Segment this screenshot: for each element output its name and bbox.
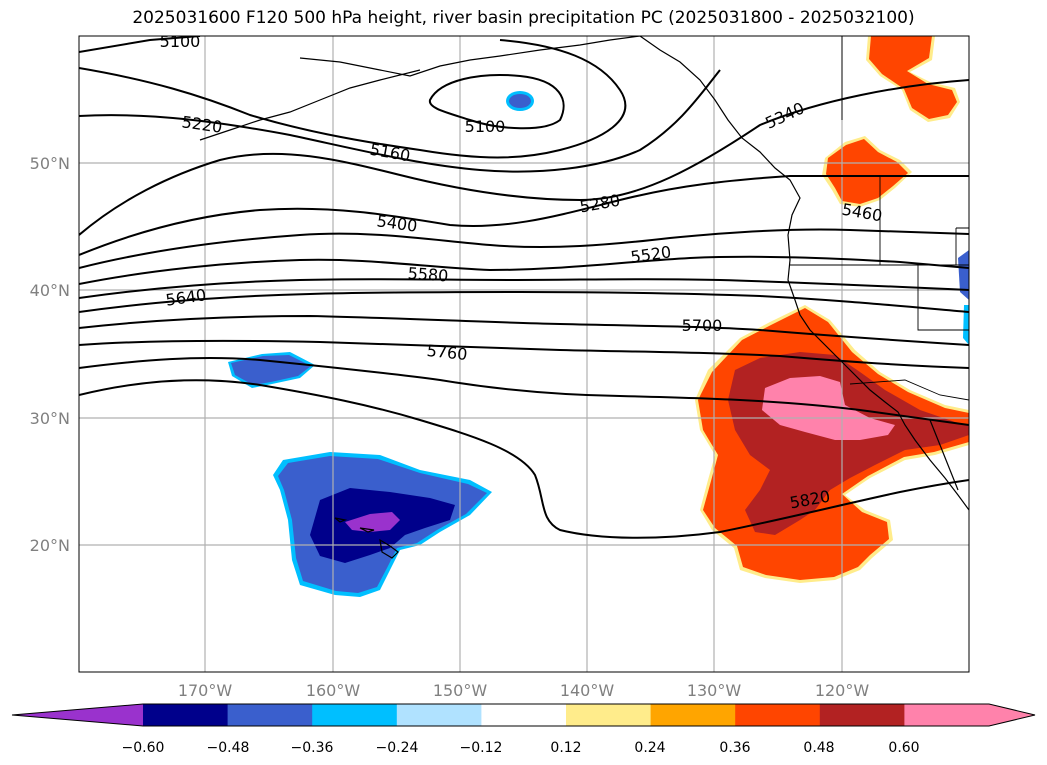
negative-anomaly-east-edge (958, 250, 969, 345)
colorbar-tick: −0.60 (122, 740, 165, 756)
contour-label: 5100 (160, 32, 201, 51)
colorbar-segment (819, 704, 905, 726)
lat-label: 30°N (30, 409, 70, 428)
colorbar-tick: −0.48 (207, 740, 250, 756)
colorbar-tick: 0.24 (634, 740, 665, 756)
colorbar-segment (143, 704, 229, 726)
colorbar-tick: −0.24 (376, 740, 419, 756)
positive-anomaly-california (695, 305, 969, 583)
lon-label: 150°W (433, 681, 488, 700)
colorbar-tick: 0.36 (719, 740, 750, 756)
colorbar-extend-high (989, 704, 1035, 726)
lat-label: 40°N (30, 281, 70, 300)
colorbar-extend-low (12, 704, 143, 726)
colorbar-segment (481, 704, 567, 726)
contour-label: 5580 (407, 264, 449, 286)
contour-label: 5700 (682, 316, 723, 335)
colorbar-tick: 0.12 (550, 740, 581, 756)
height-contours (79, 36, 969, 539)
colorbar-tick: −0.12 (460, 740, 503, 756)
positive-anomaly-canada (866, 36, 960, 122)
colorbar-segment (312, 704, 398, 726)
longitude-labels: 170°W 160°W 150°W 140°W 130°W 120°W (178, 681, 870, 700)
colorbar (11, 703, 1036, 727)
latitude-labels: 50°N 40°N 30°N 20°N (30, 154, 70, 555)
plot-border (78, 35, 970, 673)
lon-label: 170°W (178, 681, 233, 700)
colorbar-outline (11, 703, 1036, 727)
colorbar-tick-labels: −0.60 −0.48 −0.36 −0.24 −0.12 0.12 0.24 … (122, 740, 920, 756)
positive-anomaly-pacific-northwest (822, 136, 912, 207)
lat-label: 20°N (30, 536, 70, 555)
colorbar-segment (735, 704, 821, 726)
lat-label: 50°N (30, 154, 70, 173)
negative-anomaly-gulf-alaska (506, 91, 534, 111)
colorbar-tick: −0.36 (291, 740, 334, 756)
colorbar-segment (227, 704, 313, 726)
colorbar-segment (650, 704, 736, 726)
map-title: 2025031600 F120 500 hPa height, river ba… (132, 8, 915, 28)
contour-label: 5760 (426, 341, 468, 364)
coastlines (199, 36, 969, 559)
colorbar-segment (566, 704, 652, 726)
contour-label: 5100 (465, 117, 506, 136)
lon-label: 130°W (687, 681, 742, 700)
negative-anomaly-hawaii (273, 452, 492, 597)
colorbar-tick: 0.60 (888, 740, 919, 756)
colorbar-tick: 0.48 (803, 740, 834, 756)
lon-label: 140°W (560, 681, 615, 700)
lon-label: 160°W (306, 681, 361, 700)
colorbar-segment (904, 704, 990, 726)
colorbar-segment (396, 704, 482, 726)
lon-label: 120°W (815, 681, 870, 700)
